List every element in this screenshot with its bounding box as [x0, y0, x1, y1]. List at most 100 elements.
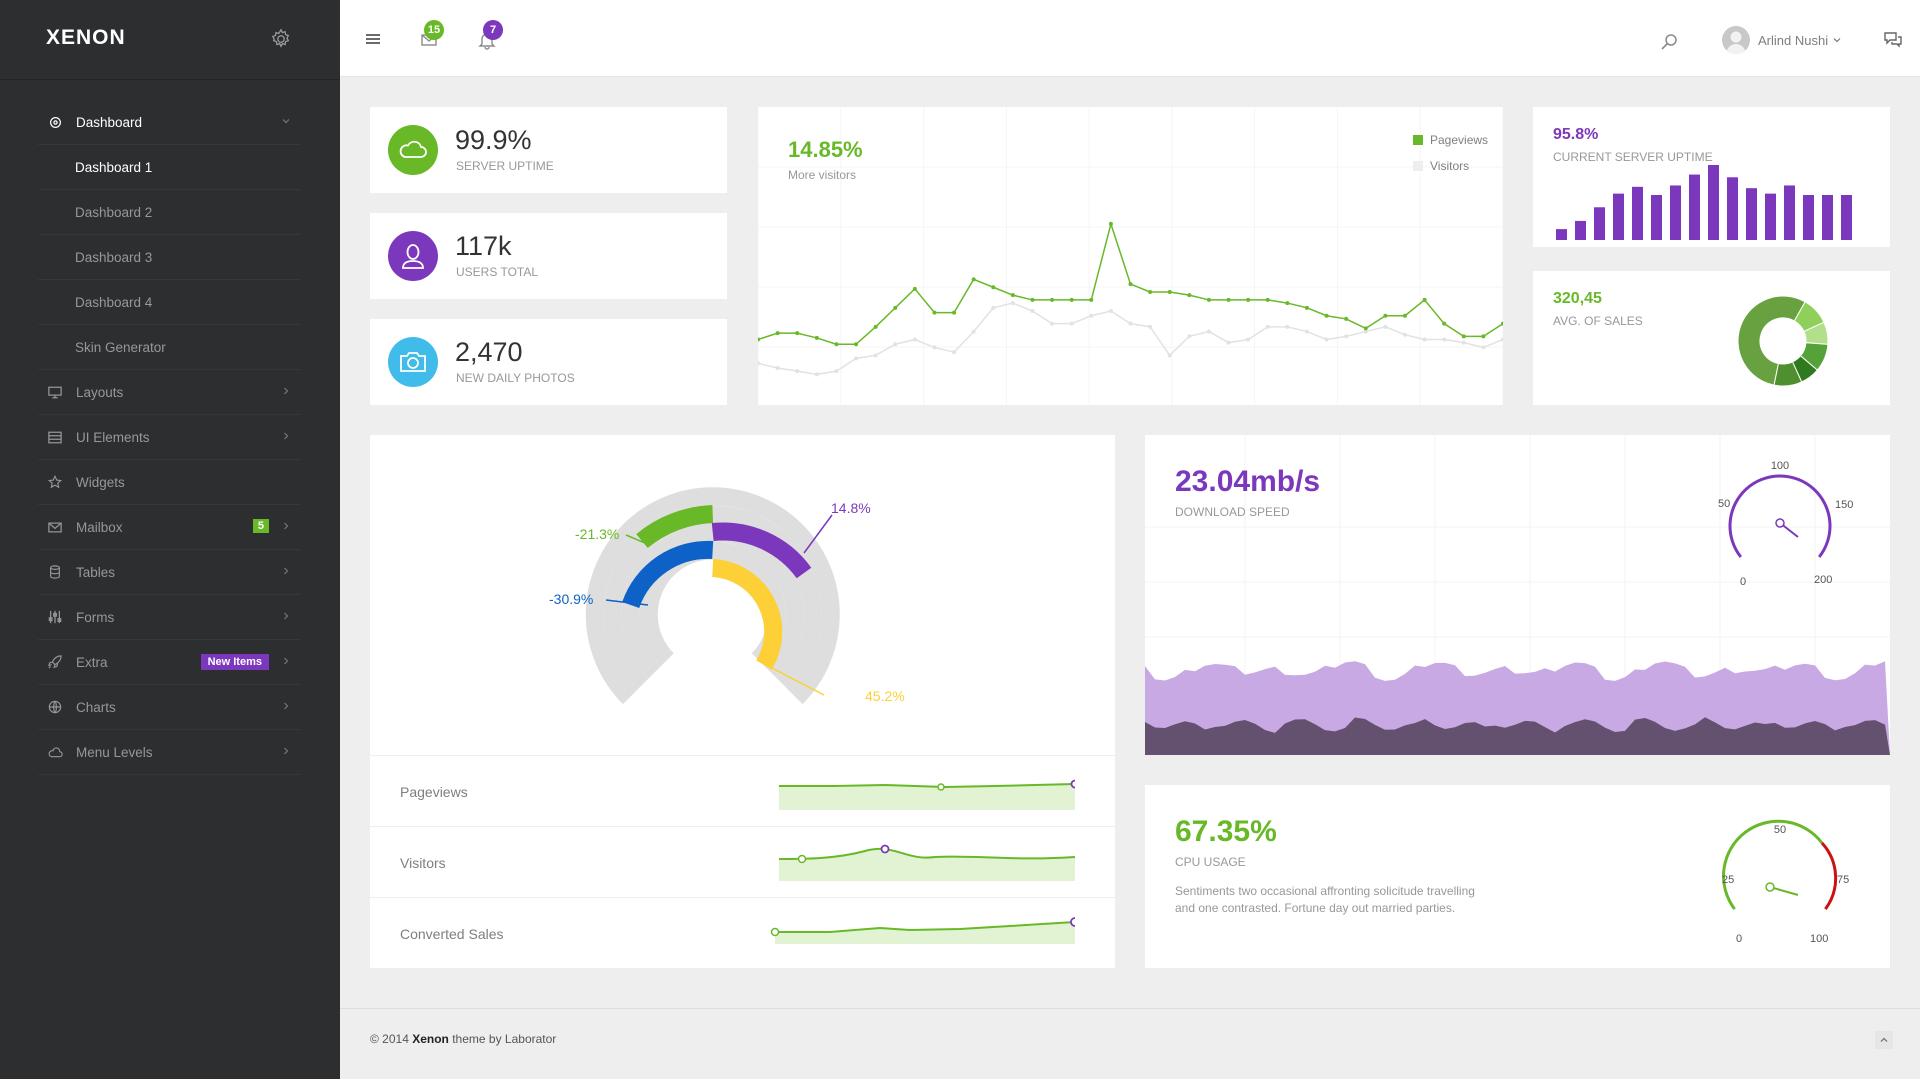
- pageviews-point: [1265, 297, 1270, 302]
- sidebar-subitem-dashboard-2[interactable]: Dashboard 2: [38, 190, 300, 235]
- uptime-bar: [1594, 207, 1605, 240]
- radial-label-blue: -30.9%: [549, 591, 593, 607]
- footer-suffix: theme by Laborator: [448, 1032, 557, 1046]
- chevron-right-icon: [284, 657, 289, 665]
- pageviews-point: [1226, 297, 1231, 302]
- visitors-point: [1167, 353, 1172, 358]
- download-value: 23.04mb/s: [1175, 465, 1321, 498]
- scroll-to-top-button[interactable]: [1875, 1031, 1893, 1049]
- gauge-arc-red: [1820, 841, 1838, 910]
- sidebar-item-dashboard[interactable]: Dashboard: [38, 100, 300, 145]
- ring-background: [585, 487, 840, 705]
- cpu-label: CPU USAGE: [1175, 855, 1246, 869]
- donut-slice: [1773, 361, 1803, 387]
- user-menu[interactable]: Arlind Nushi: [1722, 26, 1842, 54]
- sidebar-item-tables[interactable]: Tables: [38, 550, 300, 595]
- gauge-tick: 50: [1718, 498, 1730, 510]
- gauge-hub: [1775, 518, 1785, 528]
- pageviews-point: [991, 285, 996, 290]
- visitors-point: [893, 342, 898, 347]
- sidebar-item-extra[interactable]: Extra New Items: [38, 640, 300, 685]
- radial-kpi-card: 14.8% -21.3% -30.9% 45.2% Pageviews Visi…: [370, 435, 1115, 968]
- layout-icon: [47, 429, 63, 445]
- visitors-point: [912, 337, 917, 342]
- sidebar-subitem-skin-generator[interactable]: Skin Generator: [38, 325, 300, 370]
- gauge-arc-green: [1722, 819, 1824, 911]
- kpi-label: Converted Sales: [400, 926, 504, 942]
- sidebar-item-menu-levels[interactable]: Menu Levels: [38, 730, 300, 775]
- pageviews-point: [1304, 305, 1309, 310]
- hamburger-menu-icon[interactable]: [364, 30, 384, 50]
- mailbox-count-badge: 5: [252, 519, 269, 533]
- stat-card-daily-photos: 2,470 NEW DAILY PHOTOS: [370, 319, 727, 405]
- visitors-point: [775, 366, 780, 370]
- radial-label-yellow: 45.2%: [865, 688, 905, 704]
- chevron-right-icon: [284, 567, 289, 575]
- gauge-arc: [1728, 474, 1832, 558]
- visitors-point: [1402, 332, 1407, 337]
- footer-copyright: © 2014 Xenon theme by Laborator: [370, 1032, 556, 1046]
- sidebar-item-layouts[interactable]: Layouts: [38, 370, 300, 415]
- globe-icon: [47, 699, 63, 715]
- cpu-description: Sentiments two occasional affronting sol…: [1175, 884, 1475, 915]
- cpu-usage-card: 67.35% CPU USAGE Sentiments two occasion…: [1145, 785, 1890, 968]
- gauge-tick: 150: [1835, 499, 1853, 511]
- visitors-point: [758, 361, 760, 366]
- visitors-point: [1383, 324, 1388, 329]
- pageviews-point: [1206, 297, 1211, 302]
- uptime-bar: [1841, 195, 1852, 240]
- chat-icon[interactable]: [1883, 30, 1903, 50]
- uptime-bar: [1689, 174, 1700, 240]
- sidebar-subitem-label: Skin Generator: [75, 339, 166, 355]
- pageviews-point: [814, 335, 819, 340]
- visitors-point: [814, 372, 819, 377]
- sidebar-item-ui-elements[interactable]: UI Elements: [38, 415, 300, 460]
- footer-brand[interactable]: Xenon: [412, 1032, 449, 1046]
- sidebar-item-label: Layouts: [76, 384, 124, 400]
- uptime-bar: [1803, 195, 1814, 240]
- chevron-right-icon: [284, 432, 289, 440]
- pageviews-point: [1285, 301, 1290, 306]
- gauge-tick: 100: [1810, 933, 1828, 943]
- pageviews-sparkline: [779, 779, 1075, 810]
- search-icon[interactable]: [1660, 32, 1680, 52]
- visitors-point: [1363, 329, 1368, 334]
- download-label: DOWNLOAD SPEED: [1175, 505, 1290, 519]
- sidebar-item-forms[interactable]: Forms: [38, 595, 300, 640]
- logo[interactable]: XENON: [46, 26, 126, 49]
- visitors-point: [971, 329, 976, 334]
- pageviews-point: [1383, 313, 1388, 318]
- legend-label: Pageviews: [1430, 133, 1489, 147]
- visitors-point: [1461, 340, 1466, 345]
- pageviews-point: [854, 342, 859, 347]
- legend-swatch: [1413, 135, 1423, 145]
- sidebar-menu: Dashboard Dashboard 1 Dashboard 2 Dashbo…: [38, 100, 300, 775]
- gauge-tick: 100: [1771, 460, 1789, 472]
- chevron-down-icon: [282, 119, 290, 124]
- download-area-dark: [1145, 717, 1890, 755]
- gear-icon[interactable]: [270, 28, 292, 50]
- sidebar-item-widgets[interactable]: Widgets: [38, 460, 300, 505]
- messages-count-badge: 15: [424, 20, 444, 40]
- cpu-gauge: 50 25 75 0 100: [1722, 819, 1849, 943]
- sidebar-item-label: Charts: [76, 699, 116, 715]
- stat-card-server-uptime: 99.9% SERVER UPTIME: [370, 107, 727, 193]
- sidebar-item-label: Menu Levels: [76, 744, 153, 760]
- legend-swatch: [1413, 161, 1423, 171]
- sidebar-item-mailbox[interactable]: Mailbox 5: [38, 505, 300, 550]
- pageviews-point: [1402, 313, 1407, 318]
- sparkline-marker: [1070, 917, 1075, 927]
- sidebar-item-charts[interactable]: Charts: [38, 685, 300, 730]
- stat-card-users-total: 117k USERS TOTAL: [370, 213, 727, 299]
- sidebar-subitem-dashboard-1[interactable]: Dashboard 1: [38, 145, 300, 190]
- leader-line: [769, 666, 825, 696]
- stat-label: NEW DAILY PHOTOS: [456, 371, 575, 385]
- pageviews-point: [932, 310, 937, 315]
- uptime-bar-chart: [1556, 165, 1852, 240]
- legend-visitors: Visitors: [1413, 159, 1469, 173]
- sidebar-subitem-dashboard-3[interactable]: Dashboard 3: [38, 235, 300, 280]
- sidebar-subitem-dashboard-4[interactable]: Dashboard 4: [38, 280, 300, 325]
- pageviews-point: [1050, 297, 1055, 302]
- kpi-row-pageviews: Pageviews: [370, 755, 1115, 826]
- uptime-bar: [1613, 193, 1624, 240]
